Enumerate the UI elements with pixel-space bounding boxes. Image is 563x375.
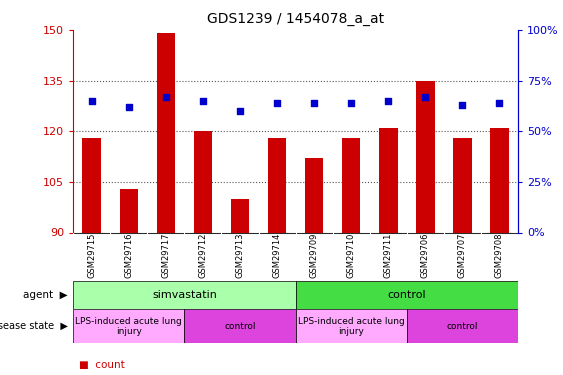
Text: ■  count: ■ count	[79, 360, 124, 370]
Text: control: control	[387, 290, 426, 300]
Point	[235, 108, 244, 114]
Point	[124, 104, 133, 110]
Text: LPS-induced acute lung
injury: LPS-induced acute lung injury	[298, 316, 405, 336]
Text: GSM29717: GSM29717	[162, 232, 171, 278]
Title: GDS1239 / 1454078_a_at: GDS1239 / 1454078_a_at	[207, 12, 384, 26]
Bar	[305, 158, 323, 232]
Bar	[231, 199, 249, 232]
Bar	[73, 309, 185, 343]
Bar	[416, 81, 435, 232]
Point	[272, 100, 282, 106]
Text: simvastatin: simvastatin	[152, 290, 217, 300]
Text: GSM29711: GSM29711	[384, 232, 393, 278]
Text: control: control	[224, 322, 256, 331]
Point	[421, 94, 430, 100]
Text: GSM29706: GSM29706	[421, 232, 430, 278]
Point	[495, 100, 504, 106]
Point	[198, 98, 207, 104]
Bar	[296, 281, 518, 309]
Bar	[119, 189, 138, 232]
Point	[384, 98, 393, 104]
Bar	[406, 309, 518, 343]
Text: GSM29707: GSM29707	[458, 232, 467, 278]
Text: GSM29713: GSM29713	[235, 232, 244, 278]
Bar	[185, 309, 296, 343]
Bar	[82, 138, 101, 232]
Bar	[268, 138, 287, 232]
Text: control: control	[446, 322, 478, 331]
Text: GSM29708: GSM29708	[495, 232, 504, 278]
Text: GSM29710: GSM29710	[347, 232, 356, 278]
Point	[310, 100, 319, 106]
Point	[347, 100, 356, 106]
Text: agent  ▶: agent ▶	[23, 290, 68, 300]
Bar	[379, 128, 397, 232]
Bar	[342, 138, 360, 232]
Text: disease state  ▶: disease state ▶	[0, 321, 68, 331]
Bar	[73, 281, 296, 309]
Bar	[490, 128, 509, 232]
Bar	[194, 131, 212, 232]
Text: LPS-induced acute lung
injury: LPS-induced acute lung injury	[75, 316, 182, 336]
Bar	[296, 309, 406, 343]
Text: GSM29715: GSM29715	[87, 232, 96, 278]
Text: GSM29716: GSM29716	[124, 232, 133, 278]
Point	[162, 94, 171, 100]
Point	[458, 102, 467, 108]
Text: GSM29712: GSM29712	[198, 232, 207, 278]
Text: GSM29709: GSM29709	[310, 232, 319, 278]
Point	[87, 98, 96, 104]
Bar	[453, 138, 472, 232]
Text: GSM29714: GSM29714	[272, 232, 282, 278]
Bar	[157, 33, 175, 232]
